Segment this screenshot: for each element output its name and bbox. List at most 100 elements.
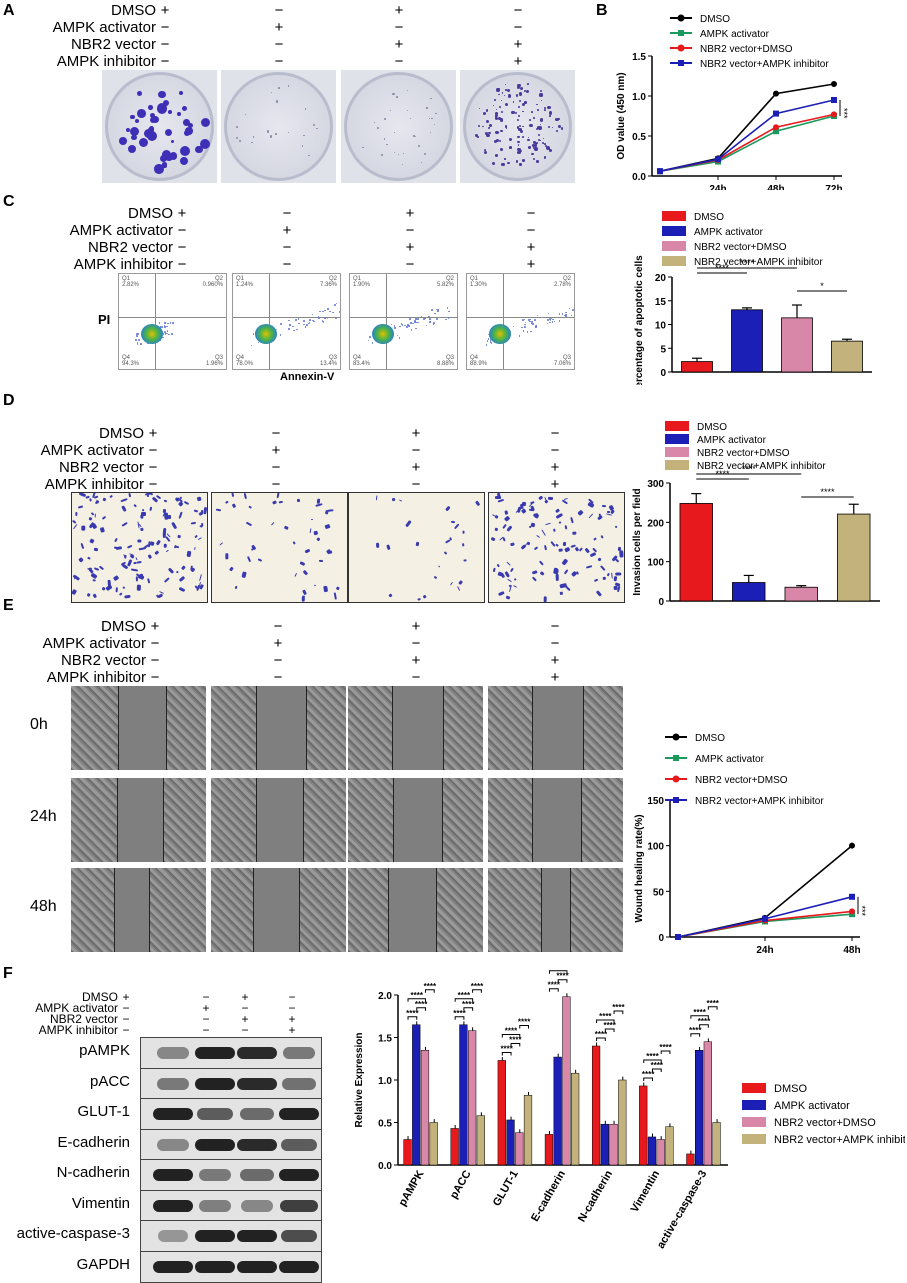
event-dot xyxy=(546,322,549,325)
quadrant-vline xyxy=(386,274,387,369)
transwell-image xyxy=(488,492,625,603)
sign-cell: + xyxy=(411,425,421,442)
event-dot xyxy=(309,319,311,322)
sign-cell: + xyxy=(241,990,249,1004)
event-dot xyxy=(296,328,298,331)
colony xyxy=(528,119,531,122)
invaded-cell xyxy=(198,584,204,590)
event-dot xyxy=(446,307,449,309)
invaded-cell xyxy=(90,572,98,580)
treatment-label: NBR2 vector xyxy=(0,459,144,476)
event-dot xyxy=(572,309,574,311)
colony xyxy=(389,109,392,111)
invaded-cell xyxy=(77,557,84,563)
y-tick-label: 100 xyxy=(647,558,664,569)
event-dot xyxy=(565,311,567,314)
colony xyxy=(162,163,167,169)
colony xyxy=(521,110,524,113)
sign-cell: − xyxy=(274,36,284,53)
colony xyxy=(557,124,561,128)
data-point xyxy=(773,124,779,131)
bar xyxy=(450,1128,459,1166)
event-dot xyxy=(303,320,305,322)
legend-label: DMSO xyxy=(700,14,730,25)
colony xyxy=(169,152,177,160)
event-dot xyxy=(169,322,172,324)
colony xyxy=(504,102,508,106)
invaded-cell xyxy=(301,588,307,595)
colony xyxy=(130,114,136,120)
invaded-cell xyxy=(545,521,552,525)
legend-swatch xyxy=(662,226,686,236)
treatment-name: AMPK activator xyxy=(42,635,146,652)
event-dot xyxy=(487,333,490,336)
colony xyxy=(475,134,479,138)
event-dot xyxy=(162,336,164,339)
invaded-cell xyxy=(72,523,78,530)
colony xyxy=(482,125,484,128)
treatment-label: DMSO xyxy=(0,2,156,19)
sign-cell: − xyxy=(513,2,523,19)
sign-first: + xyxy=(148,425,158,442)
sign-first: + xyxy=(177,205,187,222)
bar xyxy=(403,1139,412,1166)
colony xyxy=(500,99,503,102)
sign-cell: + xyxy=(411,618,421,635)
quadrant-hline xyxy=(233,317,340,318)
significance-label: **** xyxy=(518,1017,531,1026)
treatment-name: AMPK inhibitor xyxy=(44,476,144,493)
event-dot xyxy=(531,320,533,323)
event-dot xyxy=(303,323,305,326)
invaded-cell xyxy=(163,577,170,584)
invaded-cell xyxy=(95,499,100,504)
event-dot xyxy=(547,319,549,321)
quadrant-value: Q2 0.960% xyxy=(202,276,223,288)
significance-bracket xyxy=(690,1015,709,1019)
flow-plot: Q1 1.90% Q2 5.82% Q3 8.88% Q4 83.4% xyxy=(349,273,458,370)
legend-label: NBR2 vector+AMPK inhibitor xyxy=(694,257,823,268)
sign-cell: − xyxy=(411,442,421,459)
sign-first: + xyxy=(122,990,130,1004)
colony xyxy=(520,129,524,133)
event-dot xyxy=(326,317,329,320)
blot-strip xyxy=(140,1189,322,1222)
protein-band xyxy=(237,1138,277,1151)
colony xyxy=(532,144,536,148)
colony xyxy=(486,133,490,138)
bar xyxy=(609,1123,618,1166)
significance-bracket xyxy=(643,1077,653,1081)
blot-strip xyxy=(140,1067,322,1100)
legend-swatch xyxy=(742,1117,766,1127)
colony xyxy=(557,117,560,120)
colony xyxy=(522,125,524,128)
colony xyxy=(522,103,526,107)
colony xyxy=(549,115,551,117)
protein-band xyxy=(198,1199,232,1212)
data-point xyxy=(773,90,779,97)
invaded-cell xyxy=(113,537,118,542)
invaded-cell xyxy=(121,505,127,512)
event-dot xyxy=(534,319,536,321)
invaded-cell xyxy=(611,572,614,579)
bar xyxy=(429,1122,438,1166)
cell-sheet-left xyxy=(488,778,532,862)
wound-edge-left xyxy=(393,778,394,862)
wound-edge-right xyxy=(583,686,584,770)
significance-bracket xyxy=(557,979,568,983)
colony xyxy=(527,136,530,139)
colony xyxy=(287,131,289,133)
protein-band xyxy=(153,1108,193,1120)
legend-marker xyxy=(677,44,685,52)
event-dot xyxy=(324,309,326,312)
invaded-cell xyxy=(86,592,91,598)
colony xyxy=(143,129,153,139)
colony xyxy=(492,104,495,107)
panel-label-a: A xyxy=(3,2,15,19)
transwell-image xyxy=(348,492,485,603)
invaded-cell xyxy=(561,558,568,566)
invaded-cell xyxy=(302,569,309,575)
sign-cell: − xyxy=(202,990,210,1004)
event-dot xyxy=(252,333,255,335)
invaded-cell xyxy=(121,521,128,527)
event-dot xyxy=(136,333,138,335)
